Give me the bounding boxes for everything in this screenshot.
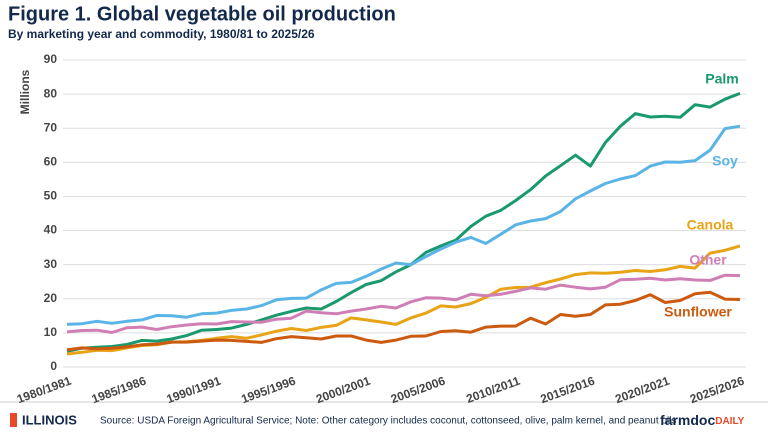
x-tick-label: 1980/1981 xyxy=(15,374,73,407)
series-label: Sunflower xyxy=(664,304,732,320)
series-label: Soy xyxy=(712,153,738,169)
x-tick-label: 2025/2026 xyxy=(688,374,746,407)
logo-mark xyxy=(10,413,17,427)
y-tick-label: 40 xyxy=(44,223,58,237)
series-label: Other xyxy=(689,252,727,268)
series-line xyxy=(66,273,741,334)
y-tick-label: 30 xyxy=(44,257,58,271)
chart-title: Figure 1. Global vegetable oil productio… xyxy=(8,3,396,25)
y-tick-label: 60 xyxy=(44,155,58,169)
logo-right-accent: DAILY xyxy=(715,416,744,427)
x-tick-label: 2020/2021 xyxy=(613,374,671,407)
series-line xyxy=(66,124,741,326)
logo-right-main: farmdoc xyxy=(660,412,715,428)
series-line xyxy=(66,92,741,353)
source-note: Source: USDA Foreign Agricultural Servic… xyxy=(100,416,676,427)
x-tick-label: 2005/2006 xyxy=(389,374,447,407)
x-tick-label: 1985/1986 xyxy=(90,374,148,407)
y-tick-label: 10 xyxy=(44,325,58,339)
x-tick-label: 2010/2011 xyxy=(464,374,522,406)
logo-right: farmdocDAILY xyxy=(660,412,745,428)
y-tick-label: 90 xyxy=(44,52,58,66)
y-tick-label: 80 xyxy=(44,86,58,100)
x-tick-label: 1995/1996 xyxy=(239,374,297,407)
logo-left: ILLINOIS xyxy=(22,412,77,427)
y-tick-label: 0 xyxy=(50,359,57,373)
chart-subtitle: By marketing year and commodity, 1980/81… xyxy=(8,27,315,41)
x-tick-label: 2015/2016 xyxy=(538,374,596,407)
series-label: Canola xyxy=(687,217,734,233)
series-label: Palm xyxy=(705,71,738,87)
y-tick-label: 70 xyxy=(44,120,58,134)
x-tick-label: 2000/2001 xyxy=(314,374,372,407)
x-tick-label: 1990/1991 xyxy=(165,374,223,407)
y-axis-label: Millions xyxy=(18,69,32,114)
series-line xyxy=(66,290,741,352)
y-tick-label: 20 xyxy=(44,291,58,305)
y-tick-label: 50 xyxy=(44,189,58,203)
